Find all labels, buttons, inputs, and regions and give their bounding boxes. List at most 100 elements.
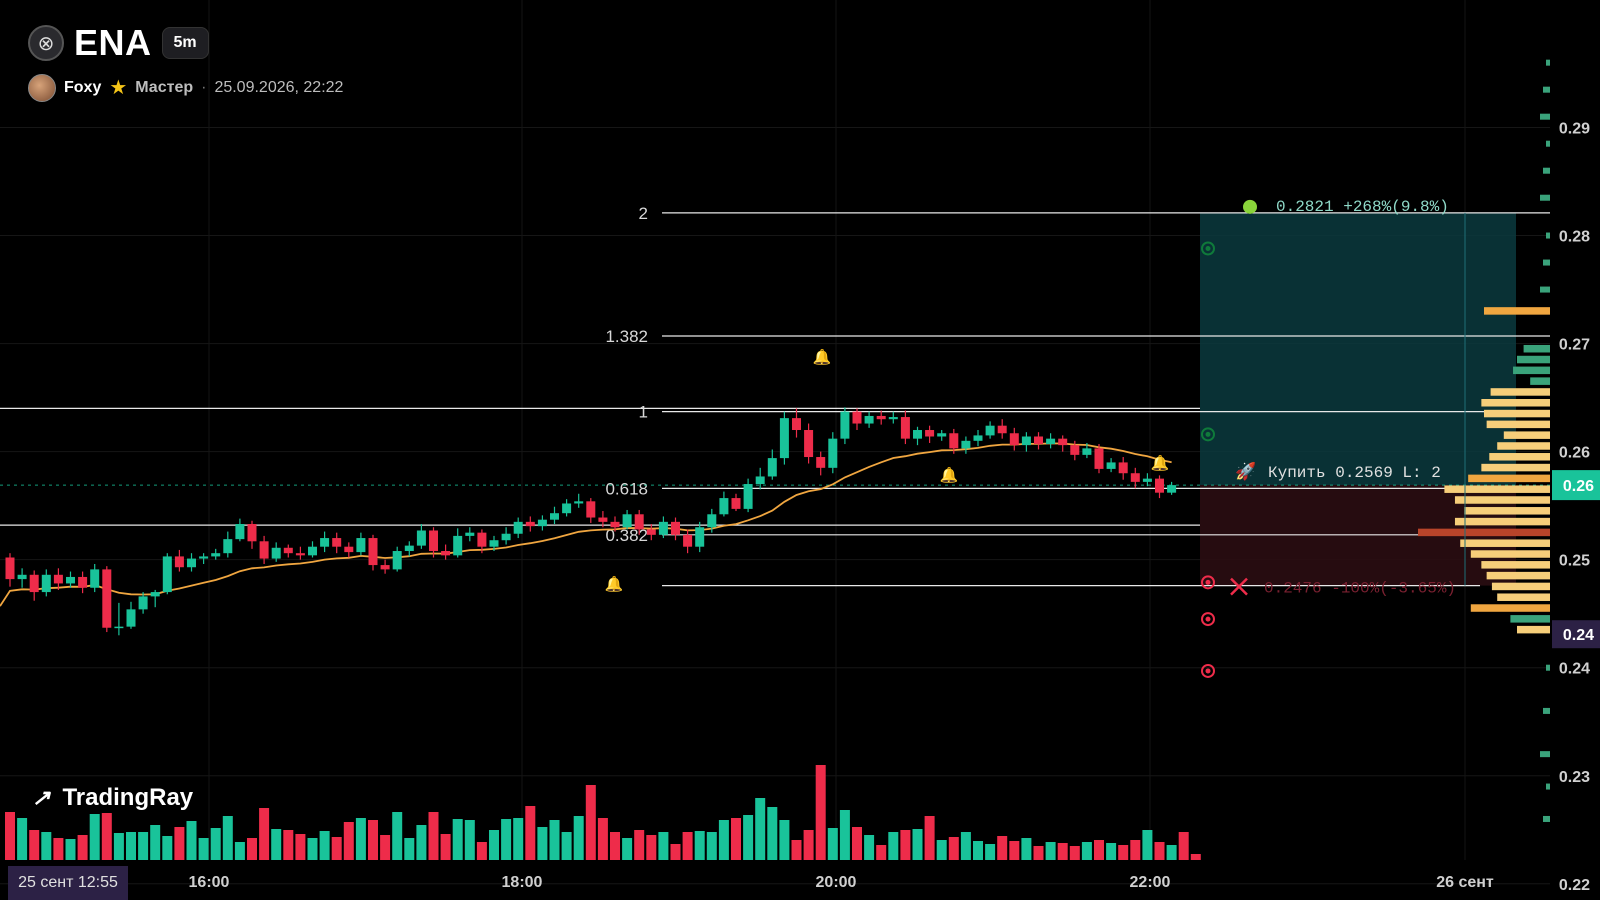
candle-body bbox=[162, 556, 172, 593]
volume-bar bbox=[973, 841, 983, 860]
volume-bar bbox=[210, 828, 221, 860]
volume-profile-bar bbox=[1523, 344, 1550, 353]
fib-level-label: 0.618 bbox=[605, 479, 648, 498]
volume-bar bbox=[65, 839, 76, 860]
volume-bar bbox=[174, 827, 185, 860]
volume-profile-edge-bar bbox=[1543, 815, 1550, 822]
volume-profile-edge-bar bbox=[1543, 86, 1550, 93]
candle bbox=[513, 517, 523, 539]
time-axis-start-label: 25 сент 12:55 bbox=[8, 866, 128, 900]
volume-bar bbox=[1094, 840, 1104, 860]
candle-body bbox=[295, 553, 305, 556]
volume-bar bbox=[803, 830, 814, 860]
fib-level-label: 1.382 bbox=[605, 327, 648, 346]
candle bbox=[174, 549, 184, 572]
candle bbox=[1070, 440, 1080, 461]
chart-markers: 0.2821 +268%(9.8%) 🚀 Купить 0.2569 L: 2 0.2… bbox=[605, 198, 1466, 678]
bell-icon: 🔔 bbox=[813, 348, 832, 366]
ema-line-path bbox=[0, 442, 1172, 607]
candle-body bbox=[429, 530, 438, 552]
candle bbox=[187, 553, 196, 572]
candle bbox=[1106, 458, 1116, 473]
volume-bar bbox=[622, 838, 633, 860]
volume-bar bbox=[53, 838, 64, 860]
volume-bar bbox=[670, 844, 681, 860]
volume-bar bbox=[779, 820, 790, 860]
candle bbox=[1021, 432, 1031, 452]
volume-bar bbox=[29, 830, 40, 860]
candle bbox=[864, 411, 874, 428]
candle bbox=[441, 544, 451, 560]
volume-bar bbox=[271, 829, 282, 860]
volume-profile-bar bbox=[1486, 571, 1550, 580]
volume-bar bbox=[827, 828, 838, 860]
avatar[interactable] bbox=[28, 74, 56, 102]
author-name[interactable]: Foxy bbox=[64, 79, 102, 96]
candle bbox=[416, 524, 426, 549]
order-marker bbox=[1201, 663, 1215, 678]
volume-bar bbox=[767, 807, 778, 860]
volume-bar bbox=[198, 838, 209, 860]
candle bbox=[925, 425, 935, 443]
candle-body bbox=[828, 438, 838, 468]
volume-bar bbox=[791, 840, 802, 860]
candle bbox=[852, 408, 862, 431]
volume-bar bbox=[960, 832, 971, 860]
price-axis-tick: 0.27 bbox=[1559, 337, 1590, 354]
volume-profile-edge-bar bbox=[1543, 167, 1550, 174]
volume-bar bbox=[17, 818, 28, 860]
candle-body bbox=[925, 430, 935, 437]
candle bbox=[973, 430, 983, 447]
order-marker-dot bbox=[1205, 579, 1211, 585]
candle bbox=[477, 529, 487, 554]
volume-bar bbox=[924, 816, 935, 860]
candle bbox=[816, 451, 826, 476]
candle-body bbox=[804, 430, 814, 458]
candle-body bbox=[259, 541, 269, 559]
candle-body bbox=[271, 547, 281, 559]
volume-bar bbox=[634, 830, 645, 860]
candle bbox=[29, 570, 39, 601]
candle bbox=[102, 566, 112, 633]
candle-body bbox=[283, 547, 293, 554]
volume-bar bbox=[815, 765, 826, 860]
candle-body bbox=[683, 534, 693, 547]
take-profit-zone bbox=[1200, 212, 1516, 486]
candle bbox=[550, 506, 559, 525]
volume-bar bbox=[948, 837, 959, 860]
volume-profile-edge-bar bbox=[1546, 59, 1550, 66]
candle bbox=[888, 411, 898, 424]
volume-bar bbox=[1118, 845, 1129, 860]
price-axis-tick: 0.29 bbox=[1559, 120, 1590, 137]
candle bbox=[247, 520, 257, 549]
timeframe-button[interactable]: 5m bbox=[161, 27, 209, 59]
candle-body bbox=[537, 519, 547, 527]
candle-body bbox=[235, 524, 245, 540]
volume-bar bbox=[222, 816, 233, 860]
order-marker-dot bbox=[1205, 245, 1211, 251]
low-price-badge bbox=[1552, 620, 1600, 649]
candle-body bbox=[380, 565, 390, 570]
volume-bar bbox=[1057, 843, 1068, 860]
candle-body bbox=[187, 558, 196, 568]
volume-profile-edge-bar bbox=[1546, 664, 1550, 671]
volume-bar bbox=[1178, 832, 1189, 860]
candle-body bbox=[174, 556, 184, 568]
candle bbox=[537, 515, 547, 531]
candle bbox=[41, 569, 51, 597]
volume-profile-bar bbox=[1513, 366, 1550, 375]
volume-profile-bar bbox=[1530, 377, 1550, 385]
volume-bar bbox=[416, 825, 427, 860]
candle-body bbox=[453, 535, 463, 556]
volume-bar bbox=[597, 818, 608, 860]
stop-loss-label: 0.2476 -100%(-3.65%) bbox=[1264, 580, 1456, 598]
volume-bar bbox=[585, 785, 596, 860]
candle-body bbox=[66, 576, 75, 584]
candle-body bbox=[634, 514, 644, 530]
candle bbox=[308, 541, 317, 558]
candle bbox=[1058, 435, 1068, 452]
candle-body bbox=[78, 576, 88, 588]
volume-bar bbox=[343, 822, 354, 860]
volume-bar bbox=[743, 815, 754, 860]
